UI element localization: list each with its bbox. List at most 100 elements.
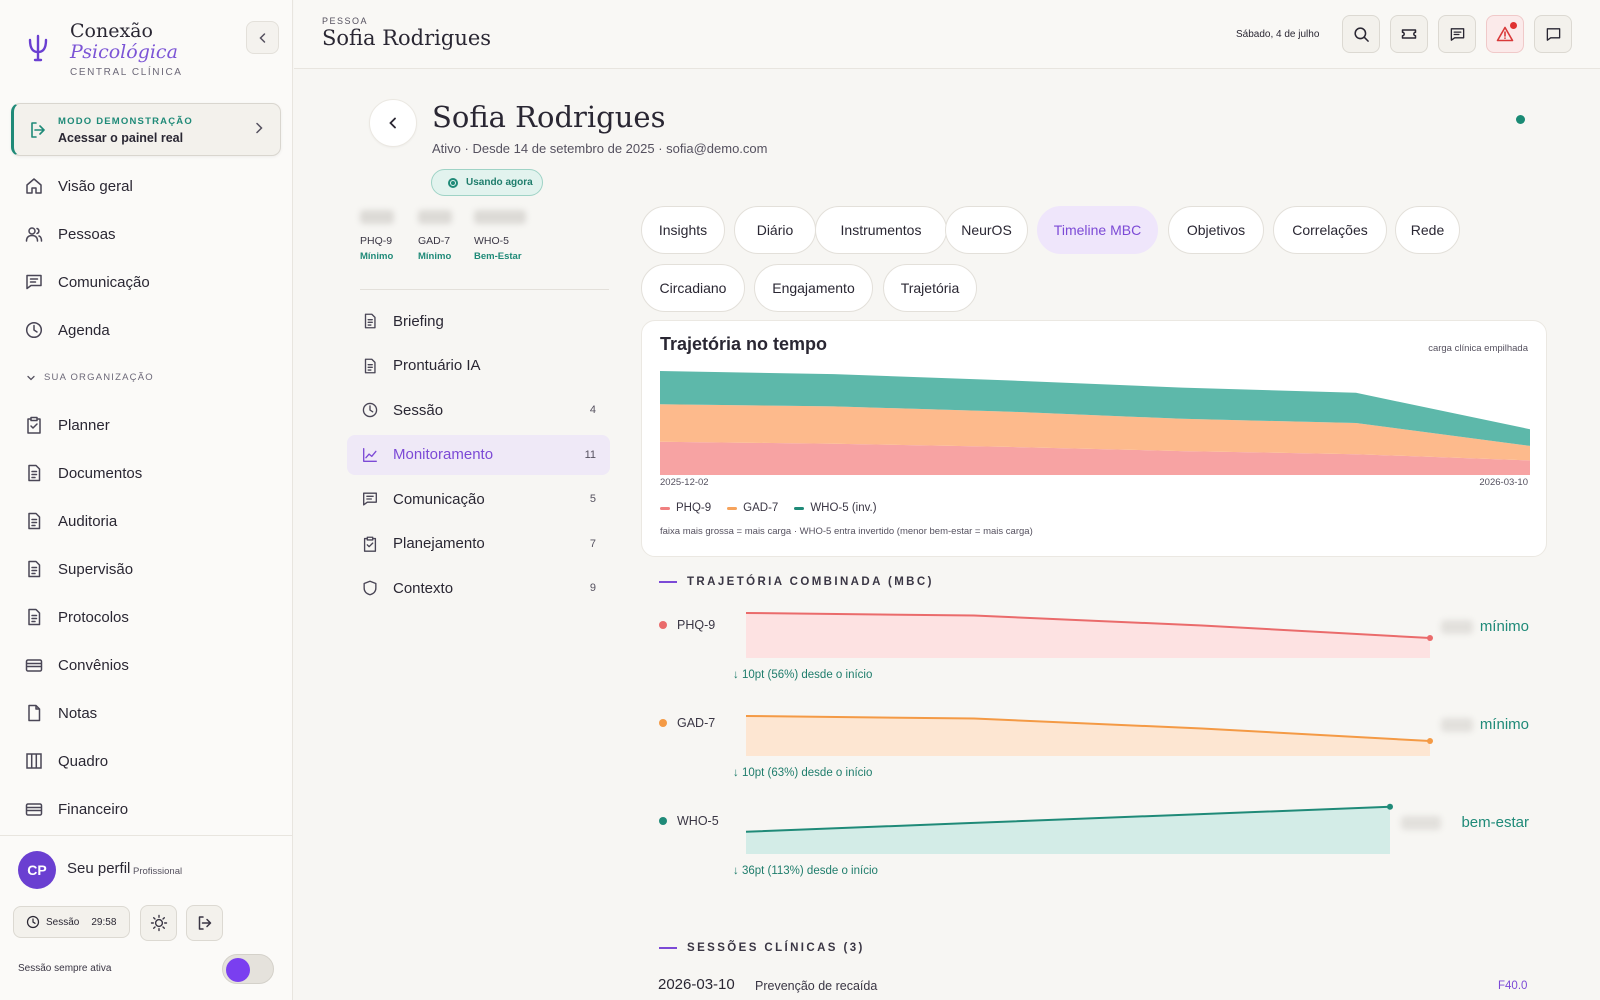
series-dot (659, 621, 667, 629)
session-date[interactable]: 2026-03-10 (658, 976, 735, 993)
area-series-gad-7 (660, 404, 1530, 461)
nav-item-visão-geral[interactable]: Visão geral (24, 171, 133, 201)
nav-item-documentos[interactable]: Documentos (24, 458, 142, 488)
nav-icon (24, 272, 44, 292)
tab-correlações[interactable]: Correlações (1273, 206, 1387, 254)
nav-item-convênios[interactable]: Convênios (24, 650, 129, 680)
tab-objetivos[interactable]: Objetivos (1168, 206, 1264, 254)
trajectory-footnote: faixa mais grossa = mais carga · WHO-5 e… (660, 526, 1033, 537)
legend-swatch (794, 506, 805, 510)
document-icon (28, 512, 41, 530)
tab-instrumentos[interactable]: Instrumentos (815, 206, 947, 254)
chat-button[interactable] (1534, 15, 1572, 53)
series-name: WHO-5 (677, 814, 719, 828)
profile-name[interactable]: Seu perfil (67, 860, 131, 877)
chevron-down-icon (27, 375, 35, 380)
trajectory-title: Trajetória no tempo (660, 334, 828, 354)
nav-item-auditoria[interactable]: Auditoria (24, 506, 117, 536)
ticket-icon (1401, 29, 1417, 39)
subnav-count: 9 (589, 582, 596, 594)
top-header: PESSOA Sofia Rodrigues Sábado, 4 de julh… (294, 0, 1600, 69)
demo-mode-card[interactable]: MODO DEMONSTRAÇÃO Acessar o painel real (11, 103, 281, 156)
mbc-chart-gad7 (745, 715, 1433, 756)
nav-item-supervisão[interactable]: Supervisão (24, 554, 133, 584)
organization-section-toggle[interactable]: SUA ORGANIZAÇÃO (26, 372, 154, 383)
search-button[interactable] (1342, 15, 1380, 53)
nav-item-pessoas[interactable]: Pessoas (24, 219, 116, 249)
nav-label: Agenda (58, 321, 110, 339)
collapse-sidebar-button[interactable] (246, 21, 279, 54)
document-icon (364, 358, 376, 373)
nav-label: Documentos (58, 464, 143, 482)
nav-label: Visão geral (58, 177, 133, 195)
subnav-icon (361, 446, 379, 464)
tab-label: Instrumentos (840, 222, 922, 238)
subnav-label: Prontuário IA (393, 357, 481, 374)
subnav-item-comunicação[interactable]: Comunicação 5 (347, 479, 610, 519)
session-timer[interactable]: Sessão 29:58 (13, 906, 130, 938)
tab-label: Objetivos (1186, 222, 1246, 238)
nav-icon (24, 463, 44, 483)
brand-name-accent: Psicológica (70, 41, 178, 63)
subnav-item-planejamento[interactable]: Planejamento 7 (347, 524, 610, 564)
subnav-item-prontuário-ia[interactable]: Prontuário IA (347, 346, 610, 386)
nav-item-financeiro[interactable]: Financeiro (24, 794, 128, 824)
messages-button[interactable] (1438, 15, 1476, 53)
toggle-knob (226, 958, 250, 982)
avatar[interactable]: CP (18, 851, 56, 889)
nav-item-agenda[interactable]: Agenda (24, 315, 110, 345)
nav-icon (24, 511, 44, 531)
profile-role: Profissional (133, 866, 183, 877)
stacked-area-chart (660, 371, 1530, 475)
tab-timeline-mbc[interactable]: Timeline MBC (1037, 206, 1158, 254)
tab-rede[interactable]: Rede (1395, 206, 1460, 254)
score-gad7[interactable]: GAD-7 Mínimo (418, 210, 452, 262)
legend-label: WHO-5 (inv.) (810, 502, 877, 514)
legend-swatch (727, 506, 738, 510)
tab-trajetória[interactable]: Trajetória (883, 264, 977, 312)
mbc-area-gad-7 (746, 716, 1430, 756)
tab-insights[interactable]: Insights (641, 206, 725, 254)
nav-label: Financeiro (58, 800, 129, 818)
mbc-line-who-5 (745, 805, 1391, 833)
alerts-button[interactable] (1486, 15, 1524, 53)
brand[interactable]: Conexão Psicológica CENTRAL CLÍNICA (26, 20, 276, 82)
back-button[interactable] (369, 99, 417, 147)
nav-item-quadro[interactable]: Quadro (24, 746, 108, 776)
tab-diário[interactable]: Diário (734, 206, 816, 254)
nav-item-protocolos[interactable]: Protocolos (24, 602, 129, 632)
mbc-end-point (1427, 738, 1433, 744)
document-icon (364, 313, 376, 329)
tab-neuros[interactable]: NeurOS (945, 206, 1028, 254)
nav-item-comunicação[interactable]: Comunicação (24, 267, 150, 297)
score-who5[interactable]: WHO-5 Bem-Estar (474, 210, 526, 262)
nav-item-planner[interactable]: Planner (24, 410, 110, 440)
legend-item-who5: WHO-5 (inv.) (794, 502, 877, 514)
legend-label: PHQ-9 (676, 502, 712, 514)
tab-circadiano[interactable]: Circadiano (641, 264, 745, 312)
always-active-toggle[interactable] (222, 954, 274, 984)
subnav-item-sessão[interactable]: Sessão 4 (347, 390, 610, 430)
ticket-button[interactable] (1390, 15, 1428, 53)
logout-button[interactable] (186, 905, 223, 941)
warning-icon (1496, 26, 1514, 42)
tab-label: Trajetória (900, 280, 960, 296)
mbc-area-phq-9 (746, 613, 1430, 658)
theme-toggle-button[interactable] (140, 905, 177, 941)
subnav-item-monitoramento[interactable]: Monitoramento 11 (347, 434, 610, 475)
tab-engajamento[interactable]: Engajamento (754, 264, 873, 312)
area-series-phq-9 (660, 441, 1530, 475)
score-phq9[interactable]: PHQ-9 Mínimo (360, 210, 394, 262)
session-description[interactable]: Prevenção de recaída (755, 979, 878, 993)
nav-label: Pessoas (58, 225, 116, 243)
subnav-label: Briefing (393, 312, 444, 330)
mbc-end-point (1387, 803, 1393, 810)
logout-icon (198, 916, 211, 930)
message-icon (1450, 27, 1464, 41)
nav-item-notas[interactable]: Notas (24, 698, 97, 728)
mbc-line-gad-7 (745, 715, 1431, 742)
section-accent-bar (659, 947, 677, 949)
subnav-item-briefing[interactable]: Briefing (347, 301, 610, 341)
subnav-item-contexto[interactable]: Contexto 9 (347, 568, 610, 608)
subnav-label: Contexto (393, 579, 454, 597)
